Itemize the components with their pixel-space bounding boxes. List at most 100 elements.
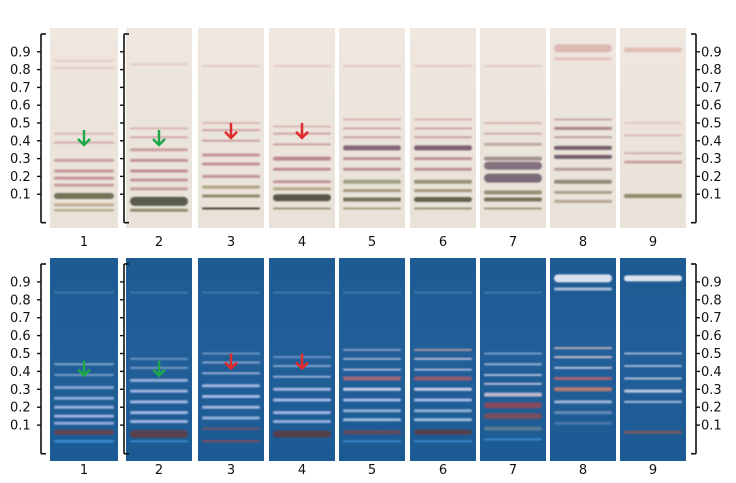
arrow-down-icon <box>152 130 166 147</box>
band <box>554 347 612 350</box>
rf-scale-bar: 0.9 0.8 0.7 0.6 0.5 0.4 0.3 0.2 0.1 <box>10 33 46 224</box>
band <box>554 44 612 53</box>
band <box>414 145 472 151</box>
band <box>343 189 401 193</box>
band <box>624 160 682 164</box>
band <box>484 291 542 294</box>
band <box>554 356 612 359</box>
band <box>484 426 542 431</box>
arrow-down-icon <box>77 360 91 378</box>
band <box>202 185 260 189</box>
band <box>624 47 682 53</box>
band <box>54 386 114 390</box>
band <box>54 192 114 199</box>
band <box>273 194 331 202</box>
band <box>202 394 260 398</box>
band <box>414 418 472 422</box>
band <box>202 416 260 420</box>
rf-tick-label: 0.5 <box>10 347 31 362</box>
band <box>484 373 542 376</box>
rf-tick-label: 0.7 <box>701 81 722 96</box>
band <box>273 420 331 424</box>
rf-scale-bar: 0.9 0.8 0.7 0.6 0.5 0.4 0.3 0.2 0.1 <box>691 33 722 224</box>
band <box>130 63 188 66</box>
band <box>343 440 401 443</box>
lane-number-label: 6 <box>439 463 447 478</box>
rf-tick-label: 0.9 <box>10 45 31 60</box>
band <box>273 167 331 171</box>
band <box>343 118 401 121</box>
band <box>54 203 114 207</box>
rf-scale-bar: 0.9 0.8 0.7 0.6 0.5 0.4 0.3 0.2 0.1 <box>691 263 722 455</box>
lane-9-plate <box>620 258 686 461</box>
band <box>343 127 401 130</box>
arrow-down-icon <box>224 353 238 371</box>
band <box>624 275 682 282</box>
band <box>202 174 260 178</box>
band <box>414 376 472 381</box>
rf-tick-label: 0.3 <box>10 383 31 398</box>
band <box>54 405 114 409</box>
rf-tick-label: 0.3 <box>10 152 31 167</box>
arrow-down-icon <box>77 130 91 147</box>
band <box>202 372 260 375</box>
band <box>414 368 472 371</box>
lane-number-label: 5 <box>368 463 376 478</box>
band <box>484 413 542 420</box>
band <box>130 148 188 152</box>
band <box>484 438 542 441</box>
band <box>484 402 542 409</box>
band <box>554 199 612 203</box>
band <box>130 440 188 443</box>
band <box>130 178 188 182</box>
band <box>54 158 114 162</box>
rf-tick-label: 0.7 <box>701 311 722 326</box>
rf-tick-label: 0.8 <box>701 293 722 308</box>
band <box>130 411 188 415</box>
band <box>554 136 612 139</box>
rf-tick-label: 0.9 <box>10 275 31 290</box>
band <box>343 136 401 139</box>
lane-number-label: 4 <box>298 235 306 250</box>
band <box>624 352 682 355</box>
band <box>130 196 188 206</box>
band <box>130 127 188 130</box>
rf-scale-bar: 0.9 0.8 0.7 0.6 0.5 0.4 0.3 0.2 0.1 <box>10 263 46 455</box>
lane-number-label: 2 <box>155 235 163 250</box>
band <box>484 173 542 183</box>
band <box>554 400 612 404</box>
band <box>273 65 331 68</box>
band <box>414 409 472 413</box>
band <box>484 132 542 135</box>
band <box>414 398 472 402</box>
rf-tick-label: 0.1 <box>701 419 722 434</box>
rf-tick-label: 0.6 <box>701 329 722 344</box>
lane-number-label: 5 <box>368 235 376 250</box>
lane-number-label: 7 <box>509 463 517 478</box>
band <box>343 348 401 351</box>
band <box>273 156 331 161</box>
band <box>554 274 612 283</box>
rf-tick-label: 0.7 <box>10 311 31 326</box>
band <box>624 152 682 155</box>
rf-tick-label: 0.4 <box>701 365 722 380</box>
band <box>273 291 331 294</box>
band <box>414 429 472 435</box>
band <box>202 65 260 68</box>
band <box>484 161 542 170</box>
band <box>484 207 542 210</box>
band <box>484 382 542 385</box>
band <box>414 207 472 210</box>
rf-tick-label: 0.1 <box>701 188 722 203</box>
rf-tick-label: 0.1 <box>10 188 31 203</box>
arrow-down-icon <box>295 353 309 371</box>
band <box>624 134 682 137</box>
lane-number-label: 9 <box>649 463 657 478</box>
rf-tick-label: 0.5 <box>701 347 722 362</box>
lane-number-label: 1 <box>80 463 88 478</box>
lane-number-label: 1 <box>80 235 88 250</box>
band <box>130 389 188 393</box>
band <box>130 400 188 404</box>
rf-tick-label: 0.6 <box>10 99 31 114</box>
